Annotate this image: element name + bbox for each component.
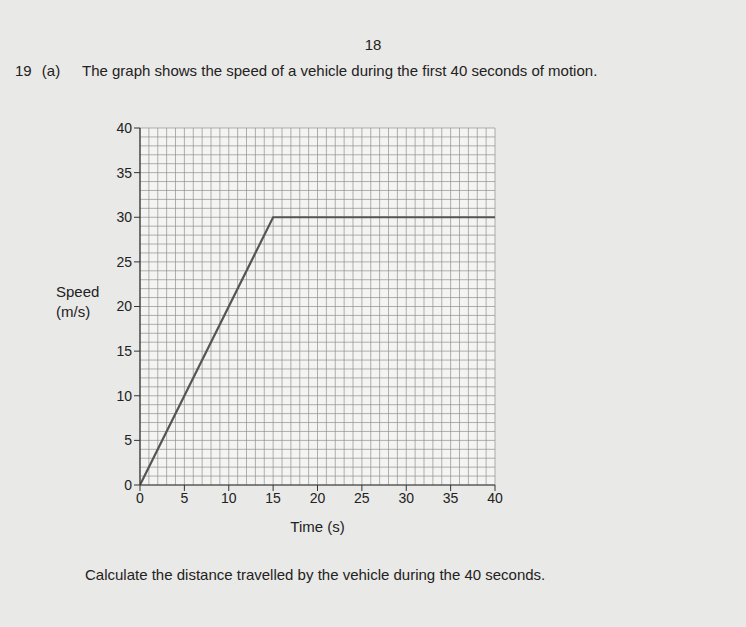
- svg-text:20: 20: [116, 298, 132, 314]
- svg-text:25: 25: [354, 490, 370, 506]
- svg-text:25: 25: [116, 254, 132, 270]
- html-text:The graph shows the speed of a: The graph shows the speed of a vehicle d…: [82, 62, 598, 79]
- svg-text:35: 35: [116, 165, 132, 181]
- svg-text:5: 5: [124, 432, 132, 448]
- svg-text:30: 30: [116, 209, 132, 225]
- html-text:18: 18: [364, 36, 382, 53]
- svg-text:10: 10: [116, 388, 132, 404]
- html-text:Time (s): Time (s): [290, 518, 345, 535]
- svg-text:10: 10: [221, 490, 237, 506]
- html-text:Calculate the distance travell: Calculate the distance travelled by the …: [85, 566, 546, 583]
- svg-text:35: 35: [443, 490, 459, 506]
- svg-text:40: 40: [487, 490, 503, 506]
- html-text:Speed (m/s): Speed (m/s): [56, 283, 100, 320]
- html-text:19 (a): 19 (a): [15, 62, 61, 79]
- svg-text:5: 5: [180, 490, 188, 506]
- svg-text:0: 0: [136, 490, 144, 506]
- svg-text:30: 30: [398, 490, 414, 506]
- svg-text:40: 40: [116, 120, 132, 136]
- svg-text:15: 15: [265, 490, 281, 506]
- svg-text:15: 15: [116, 343, 132, 359]
- svg-text:0: 0: [124, 477, 132, 493]
- svg-text:20: 20: [310, 490, 326, 506]
